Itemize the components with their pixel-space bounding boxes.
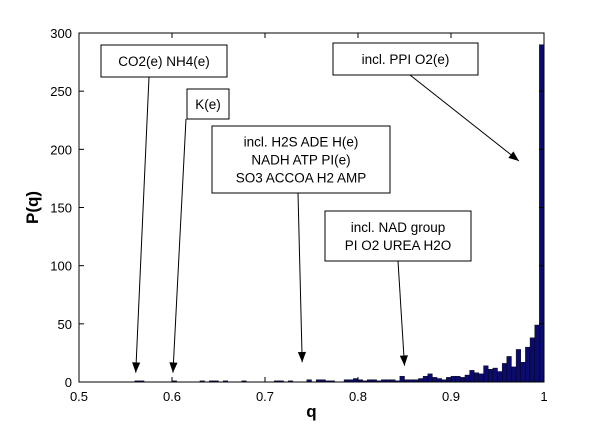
annotation-text: incl. NAD group — [351, 220, 446, 235]
histogram-bar — [399, 375, 405, 383]
annotation-text: PI O2 UREA H2O — [345, 238, 452, 253]
annotation-arrow-head — [508, 151, 519, 161]
y-tick-label: 150 — [50, 201, 72, 216]
histogram-bar — [539, 44, 545, 383]
histogram-bar — [515, 349, 521, 383]
histogram-bar — [497, 371, 503, 383]
histogram-bar — [478, 373, 484, 383]
x-tick-label: 0.6 — [163, 389, 181, 404]
histogram-bar — [464, 374, 470, 383]
annotation-text: K(e) — [195, 97, 221, 112]
x-tick-label: 0.8 — [349, 389, 367, 404]
annotation-arrow-head — [169, 362, 178, 373]
histogram-bar — [418, 378, 424, 383]
annotation-arrow-head — [297, 351, 307, 363]
bars-layer — [134, 44, 545, 383]
y-tick-label: 250 — [50, 84, 72, 99]
annotations-layer: CO2(e) NH4(e) K(e) incl. H2S ADE H(e) NADH … — [100, 42, 520, 373]
histogram-bar — [353, 378, 359, 383]
histogram-bar — [534, 324, 540, 383]
annotation-callout: K(e) — [169, 88, 230, 373]
annotation-box — [100, 44, 228, 78]
ticks-layer: 0.5 0.6 0.7 0.8 0.9 1 0 50 100 150 200 250 300 — [50, 26, 547, 404]
y-tick-label: 50 — [58, 317, 72, 332]
histogram-bar — [436, 378, 442, 383]
annotation-box — [332, 42, 479, 76]
histogram-bar — [525, 346, 531, 383]
annotation-arrow-head — [132, 362, 141, 373]
x-tick-label: 1 — [540, 389, 547, 404]
annotation-box — [186, 88, 230, 120]
histogram-bar — [460, 377, 466, 383]
y-tick-label: 100 — [50, 259, 72, 274]
annotation-arrow-head — [399, 355, 408, 366]
annotation-text: SO3 ACCOA H2 AMP — [236, 171, 367, 186]
histogram-bar — [446, 377, 452, 383]
histogram-bar — [492, 367, 498, 383]
annotation-callout: incl. NAD group PI O2 UREA H2O — [324, 210, 472, 366]
y-axis-label: P(q) — [23, 191, 42, 224]
annotation-text: CO2(e) NH4(e) — [118, 54, 210, 69]
annotation-text: incl. PPI O2(e) — [362, 52, 450, 67]
annotation-arrow-line — [409, 74, 520, 162]
x-tick-label: 0.9 — [442, 389, 460, 404]
annotation-text: NADH ATP PI(e) — [251, 153, 350, 168]
histogram-bar — [432, 377, 438, 383]
histogram-bar — [506, 356, 512, 383]
histogram-bar — [474, 372, 480, 383]
annotation-arrow-line — [172, 118, 187, 373]
histogram-bar — [511, 366, 517, 383]
x-axis-label: q — [306, 402, 316, 421]
y-tick-label: 200 — [50, 142, 72, 157]
histogram-bar — [450, 375, 456, 383]
annotation-arrow-line — [397, 260, 405, 366]
histogram-bar — [427, 373, 433, 383]
annotation-callout: incl. PPI O2(e) — [332, 42, 520, 162]
histogram-bar — [483, 365, 489, 383]
annotation-text: incl. H2S ADE H(e) — [244, 135, 359, 150]
x-tick-label: 0.7 — [256, 389, 274, 404]
annotation-callout: CO2(e) NH4(e) — [100, 44, 228, 373]
annotation-box — [211, 125, 391, 194]
annotation-arrow-line — [297, 192, 303, 363]
histogram-bar — [469, 370, 475, 383]
histogram-bar — [501, 363, 507, 383]
annotation-callout: incl. H2S ADE H(e) NADH ATP PI(e) SO3 ACCO… — [211, 125, 391, 363]
histogram-bar — [422, 375, 428, 383]
annotation-arrow-line — [135, 76, 150, 373]
histogram-bar — [529, 337, 535, 383]
y-tick-label: 0 — [65, 375, 72, 390]
y-tick-label: 300 — [50, 26, 72, 41]
histogram-bar — [520, 362, 526, 383]
histogram-bar — [455, 375, 461, 383]
x-tick-label: 0.5 — [70, 389, 88, 404]
annotation-box — [324, 210, 472, 262]
histogram-bar — [488, 369, 494, 383]
